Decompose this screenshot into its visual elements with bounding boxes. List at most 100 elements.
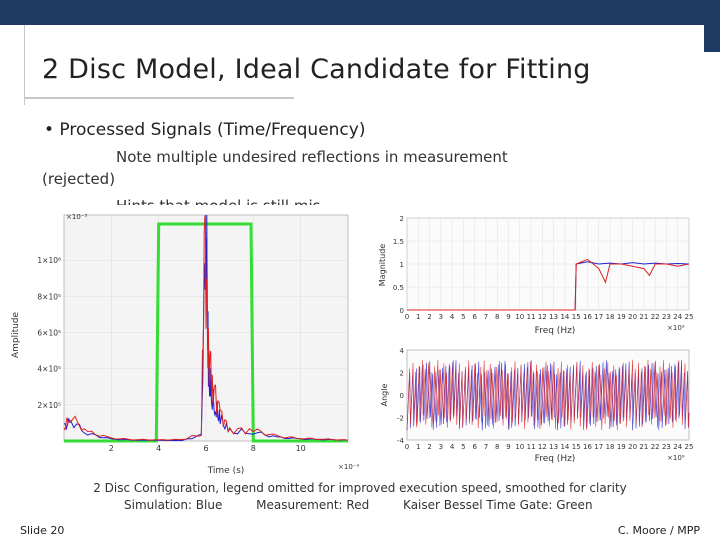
angle-x-tick: 0 bbox=[405, 443, 409, 451]
time-series bbox=[63, 214, 349, 443]
time-x-tick: 6 bbox=[203, 444, 208, 453]
time-y-exponent: ×10⁻³ bbox=[66, 213, 87, 221]
magnitude-x-tick: 19 bbox=[617, 313, 626, 321]
angle-x-tick: 3 bbox=[439, 443, 443, 451]
angle-x-tick: 20 bbox=[628, 443, 637, 451]
angle-x-tick: 22 bbox=[651, 443, 660, 451]
magnitude-y-tick: 0 bbox=[400, 307, 404, 315]
caption-simulation: Simulation: Blue bbox=[124, 498, 223, 512]
magnitude-x-tick: 18 bbox=[606, 313, 615, 321]
magnitude-x-tick: 4 bbox=[450, 313, 455, 321]
angle-x-tick: 23 bbox=[662, 443, 671, 451]
magnitude-x-tick: 0 bbox=[405, 313, 409, 321]
magnitude-x-tick: 7 bbox=[484, 313, 488, 321]
magnitude-y-tick: 1.5 bbox=[393, 238, 404, 246]
magnitude-x-tick: 24 bbox=[673, 313, 682, 321]
angle-x-tick: 24 bbox=[673, 443, 682, 451]
angle-x-tick: 11 bbox=[527, 443, 536, 451]
magnitude-x-tick: 23 bbox=[662, 313, 671, 321]
time-xlabel: Time (s) bbox=[207, 466, 245, 475]
note-line-1: Note multiple undesired reflections in m… bbox=[116, 148, 508, 166]
angle-x-tick: 12 bbox=[538, 443, 547, 451]
angle-x-tick: 17 bbox=[594, 443, 603, 451]
angle-x-tick: 16 bbox=[583, 443, 592, 451]
title-underline bbox=[24, 97, 294, 99]
magnitude-x-tick: 16 bbox=[583, 313, 592, 321]
magnitude-x-tick: 8 bbox=[495, 313, 499, 321]
magnitude-x-tick: 20 bbox=[628, 313, 637, 321]
figure-caption: 2 Disc Configuration, legend omitted for… bbox=[93, 481, 627, 495]
angle-y-tick: -4 bbox=[397, 437, 405, 445]
time-domain-chart: 2×10⁵ 4×10⁵ 6×10⁵ 8×10⁵ 1×10⁶ 2 4 6 8 10 Time (s)… bbox=[8, 205, 360, 475]
magnitude-x-tick: 25 bbox=[685, 313, 694, 321]
note-line-2: (rejected) bbox=[42, 170, 116, 188]
magnitude-series bbox=[407, 258, 690, 311]
header-bar bbox=[0, 0, 720, 52]
caption-gate: Kaiser Bessel Time Gate: Green bbox=[403, 498, 593, 512]
angle-x-tick: 13 bbox=[549, 443, 558, 451]
mag-x-exponent: ×10⁹ bbox=[667, 324, 685, 332]
angle-x-tick: 25 bbox=[685, 443, 694, 451]
angle-x-tick: 15 bbox=[572, 443, 581, 451]
angle-y-tick: 4 bbox=[400, 347, 405, 355]
angle-x-tick: 2 bbox=[427, 443, 431, 451]
time-y-tick: 6×10⁵ bbox=[37, 329, 61, 338]
angle-x-tick: 8 bbox=[495, 443, 499, 451]
angle-x-tick: 21 bbox=[639, 443, 648, 451]
angle-x-tick: 19 bbox=[617, 443, 626, 451]
angle-xlabel: Freq (Hz) bbox=[535, 454, 576, 464]
magnitude-y-tick: 1 bbox=[400, 261, 404, 269]
magnitude-x-tick: 2 bbox=[427, 313, 431, 321]
magnitude-x-tick: 1 bbox=[416, 313, 420, 321]
angle-ylabel: Angle bbox=[380, 384, 389, 407]
magnitude-series-measurement bbox=[407, 258, 690, 311]
magnitude-x-tick: 10 bbox=[515, 313, 524, 321]
magnitude-y-tick: 2 bbox=[400, 215, 404, 223]
title-rule bbox=[24, 25, 25, 105]
magnitude-axes: 00.511.520 1 2 3 4 5 6 7 8 9 10 11 12 13 14 15 16 17 18 19 2… bbox=[393, 215, 694, 321]
legend-caption: Simulation: Blue Measurement: Red Kaiser… bbox=[124, 498, 623, 512]
angle-y-tick: 2 bbox=[400, 370, 404, 378]
slide-number: Slide 20 bbox=[20, 524, 65, 537]
time-y-tick: 1×10⁶ bbox=[37, 256, 61, 265]
angle-x-tick: 18 bbox=[606, 443, 615, 451]
header-corner bbox=[704, 0, 720, 52]
magnitude-y-tick: 0.5 bbox=[393, 284, 404, 292]
angle-x-tick: 1 bbox=[416, 443, 420, 451]
magnitude-x-tick: 14 bbox=[560, 313, 569, 321]
magnitude-x-tick: 12 bbox=[538, 313, 547, 321]
angle-x-tick: 7 bbox=[484, 443, 488, 451]
bullet-text: • Processed Signals (Time/Frequency) bbox=[44, 120, 366, 140]
angle-x-tick: 14 bbox=[560, 443, 569, 451]
magnitude-x-tick: 15 bbox=[572, 313, 581, 321]
mag-xlabel: Freq (Hz) bbox=[535, 326, 576, 336]
angle-x-tick: 10 bbox=[515, 443, 524, 451]
time-x-tick: 8 bbox=[251, 444, 256, 453]
time-x-tick: 4 bbox=[156, 444, 161, 453]
time-x-tick: 10 bbox=[296, 444, 306, 453]
magnitude-x-tick: 9 bbox=[506, 313, 510, 321]
angle-x-tick: 4 bbox=[450, 443, 455, 451]
footer-author: C. Moore / MPP bbox=[617, 524, 700, 537]
angle-x-exponent: ×10⁹ bbox=[667, 454, 685, 462]
slide-title: 2 Disc Model, Ideal Candidate for Fittin… bbox=[42, 54, 591, 85]
time-series-measurement bbox=[63, 214, 349, 441]
time-ylabel: Amplitude bbox=[11, 311, 21, 358]
mag-ylabel: Magnitude bbox=[378, 244, 387, 286]
angle-y-tick: 0 bbox=[400, 392, 404, 400]
time-x-exponent: ×10⁻⁹ bbox=[338, 463, 359, 471]
angle-x-tick: 9 bbox=[506, 443, 510, 451]
magnitude-x-tick: 22 bbox=[651, 313, 660, 321]
magnitude-x-tick: 11 bbox=[527, 313, 536, 321]
magnitude-x-tick: 3 bbox=[439, 313, 443, 321]
angle-x-tick: 6 bbox=[472, 443, 477, 451]
time-y-tick: 2×10⁵ bbox=[37, 401, 61, 410]
caption-measurement: Measurement: Red bbox=[256, 498, 370, 512]
magnitude-x-tick: 13 bbox=[549, 313, 558, 321]
magnitude-x-tick: 5 bbox=[461, 313, 465, 321]
magnitude-x-tick: 6 bbox=[472, 313, 477, 321]
angle-y-tick: -2 bbox=[397, 415, 404, 423]
time-y-tick: 4×10⁵ bbox=[37, 365, 61, 374]
magnitude-x-tick: 17 bbox=[594, 313, 603, 321]
time-x-tick: 2 bbox=[109, 444, 114, 453]
